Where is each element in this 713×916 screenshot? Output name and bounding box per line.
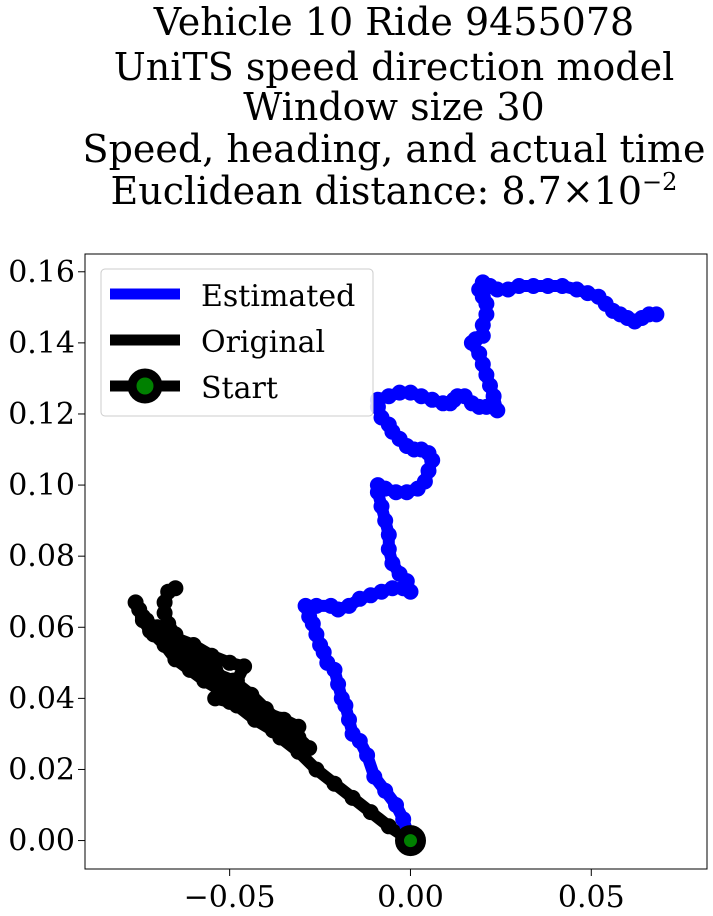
series-point-estimated-10 — [333, 690, 350, 707]
legend-label-original: Original — [201, 325, 325, 360]
legend-swatch-start-marker — [127, 368, 163, 404]
series-point-original-1 — [380, 818, 397, 835]
distance-exponent: −2 — [642, 168, 677, 196]
series-point-original-55 — [272, 711, 289, 728]
series-point-estimated-88 — [511, 278, 527, 294]
legend-box — [100, 268, 374, 417]
series-point-original-18 — [127, 594, 144, 611]
series-point-estimated-4 — [366, 768, 383, 785]
series-point-original-57 — [236, 690, 253, 707]
legend-label-start: Start — [201, 371, 278, 406]
series-point-estimated-70 — [489, 402, 506, 419]
title-line-2: UniTS speed direction model — [114, 45, 674, 89]
series-point-original-67 — [167, 580, 184, 597]
series-point-original-56 — [254, 701, 271, 717]
series-point-original-61 — [178, 640, 195, 657]
y-tick-label-4: 0.08 — [8, 539, 75, 574]
distance-base: 10 — [594, 169, 642, 213]
series-point-estimated-89 — [525, 278, 542, 294]
series-point-original-40 — [134, 612, 151, 629]
series-point-original-45 — [221, 654, 238, 671]
series-point-original-50 — [221, 693, 238, 710]
series-point-estimated-32 — [384, 555, 401, 572]
distance-times: × — [562, 169, 594, 213]
start-marker — [395, 825, 426, 857]
x-tick-label-0: −0.05 — [184, 880, 276, 915]
series-point-original-2 — [362, 804, 379, 821]
series-point-estimated-34 — [380, 526, 397, 543]
series-point-original-30 — [283, 733, 300, 749]
series-point-estimated-33 — [380, 541, 397, 558]
series-original — [127, 580, 419, 849]
series-point-estimated-3 — [377, 782, 394, 799]
series-point-estimated-11 — [330, 676, 347, 693]
plot-border — [84, 253, 708, 870]
series-point-estimated-5 — [359, 747, 376, 764]
series-point-original-58 — [221, 676, 238, 693]
x-axis: −0.05 0.00 0.05 — [184, 869, 625, 915]
title-line-1: Vehicle 10 Ride 9455078 — [153, 0, 634, 44]
plot-area — [84, 253, 708, 870]
series-point-estimated-7 — [344, 725, 361, 742]
distance-mantissa: 8.7 — [501, 169, 561, 213]
series-point-original-5 — [308, 761, 325, 778]
series-point-estimated-102 — [648, 306, 665, 323]
x-tick-label-2: 0.05 — [558, 880, 625, 915]
series-point-original-29 — [301, 740, 318, 757]
series-point-estimated-1 — [395, 811, 412, 828]
series-point-estimated-90 — [539, 278, 556, 294]
title-line-4: Speed, heading, and actual time — [83, 127, 706, 171]
series-point-estimated-8 — [341, 711, 357, 728]
legend: Estimated Original Start — [100, 268, 374, 417]
series-point-original-35 — [196, 672, 213, 689]
start-layer — [395, 825, 426, 857]
y-tick-label-0: 0.00 — [8, 824, 75, 859]
series-point-original-3 — [344, 789, 361, 806]
x-tick-label-1: 0.00 — [377, 880, 444, 915]
title-line-3: Window size 30 — [243, 85, 544, 129]
y-tick-label-6: 0.12 — [8, 397, 75, 432]
series-point-original-46 — [236, 658, 253, 675]
y-tick-label-5: 0.10 — [8, 468, 75, 503]
distance-label: Euclidean distance: — [111, 169, 502, 213]
series-point-original-36 — [181, 661, 198, 678]
series-point-original-59 — [207, 661, 224, 678]
series-point-original-60 — [192, 651, 209, 668]
y-tick-label-3: 0.06 — [8, 610, 75, 645]
series-point-estimated-91 — [554, 278, 571, 294]
series-point-estimated-20 — [308, 597, 325, 614]
series-point-original-54 — [290, 718, 307, 735]
y-tick-label-2: 0.04 — [8, 681, 75, 716]
series-point-original-49 — [207, 690, 224, 707]
y-tick-label-7: 0.14 — [8, 326, 75, 361]
series-point-original-37 — [167, 651, 184, 668]
series-point-original-4 — [326, 775, 343, 792]
legend-label-estimated: Estimated — [201, 279, 355, 314]
y-tick-label-1: 0.02 — [8, 752, 75, 787]
series-point-estimated-2 — [388, 797, 404, 813]
series-point-estimated-36 — [373, 498, 390, 515]
title-line-5: Euclidean distance: 8.7×10−2 — [111, 168, 678, 213]
chart-title: Vehicle 10 Ride 9455078 UniTS speed dire… — [83, 0, 706, 213]
y-axis: 0.00 0.02 0.04 0.06 0.08 0.10 0.12 0.14 0.16 — [8, 255, 85, 859]
y-tick-label-8: 0.16 — [8, 255, 75, 290]
series-point-estimated-35 — [377, 512, 394, 529]
